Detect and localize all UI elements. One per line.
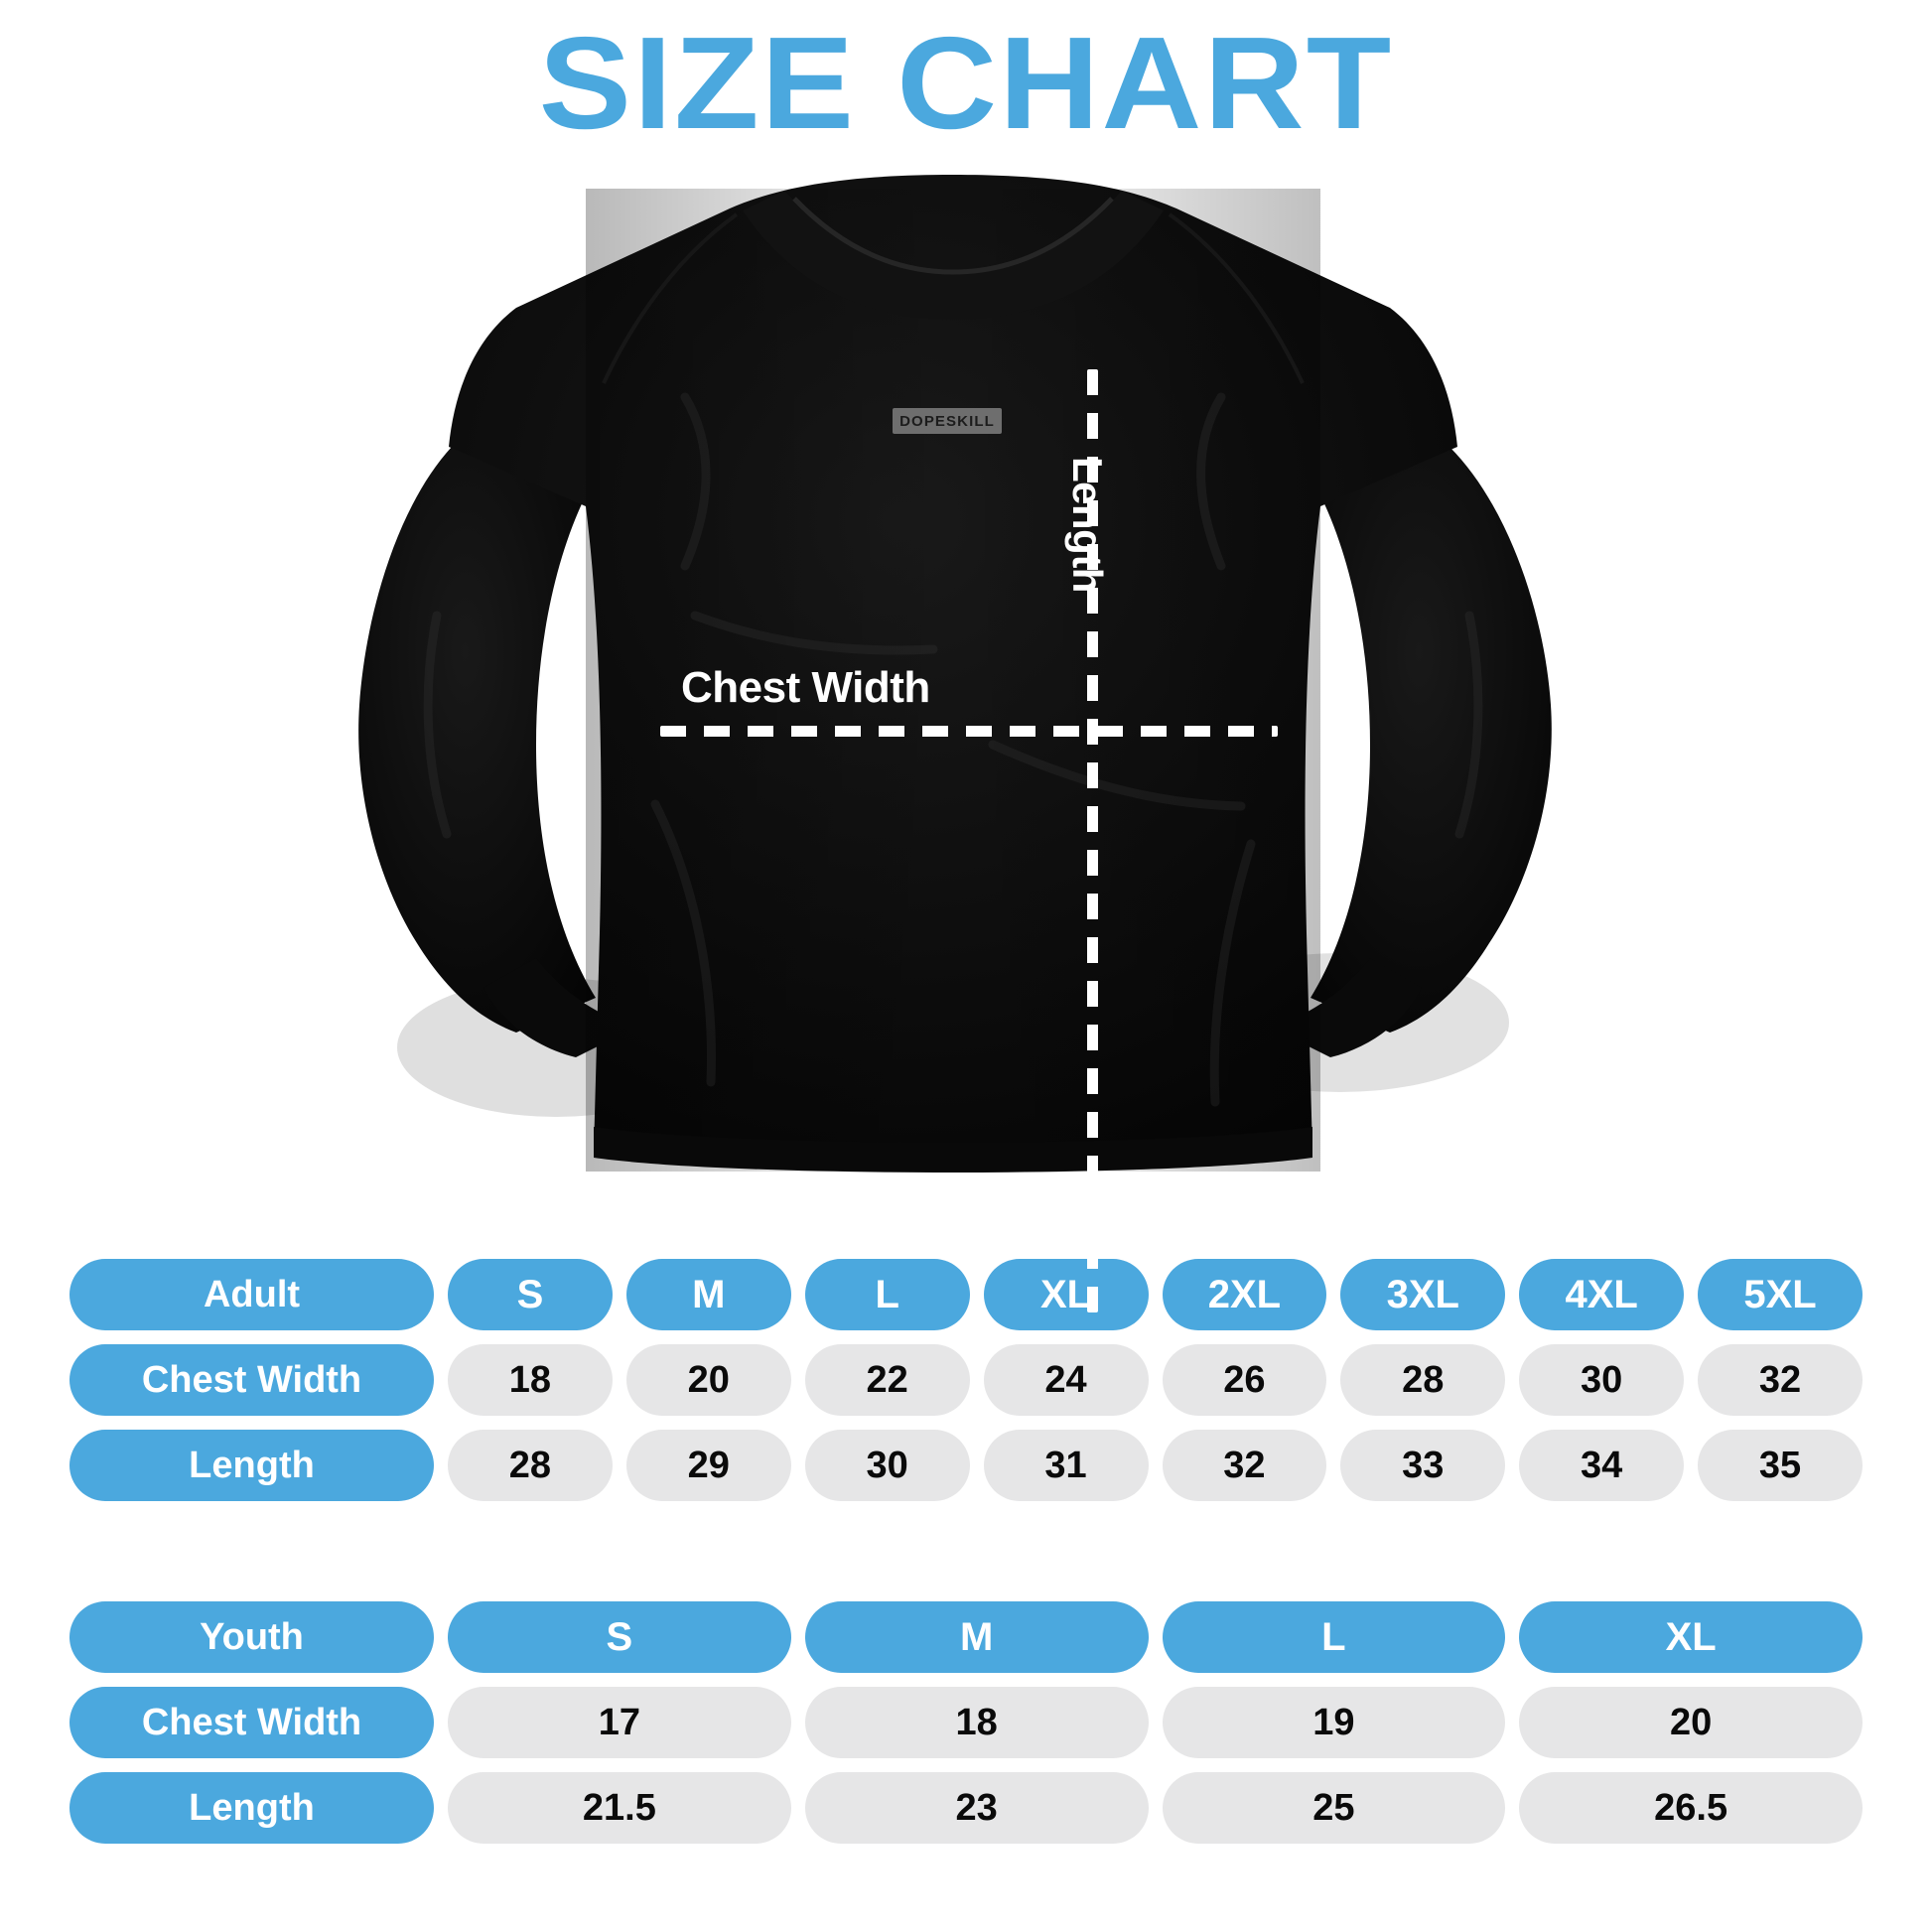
table-cell: 17 bbox=[448, 1687, 791, 1758]
adult-size-table: Adult S M L XL 2XL 3XL 4XL 5XL Chest Wid… bbox=[69, 1259, 1863, 1501]
youth-size-xl: XL bbox=[1519, 1601, 1863, 1673]
adult-header-row: Adult S M L XL 2XL 3XL 4XL 5XL bbox=[69, 1259, 1863, 1330]
collar bbox=[743, 191, 1164, 320]
table-cell: 26 bbox=[1162, 1344, 1327, 1416]
youth-chest-width-row: Chest Width 17 18 19 20 bbox=[69, 1687, 1863, 1758]
table-cell: 24 bbox=[983, 1344, 1149, 1416]
table-cell: 18 bbox=[448, 1344, 613, 1416]
adult-size-l: L bbox=[804, 1259, 970, 1330]
table-cell: 31 bbox=[983, 1430, 1149, 1501]
table-cell: 32 bbox=[1698, 1344, 1863, 1416]
length-annotation: Length bbox=[1064, 457, 1111, 593]
adult-chest-width-row: Chest Width 18 20 22 24 26 28 30 32 bbox=[69, 1344, 1863, 1416]
adult-size-xl: XL bbox=[983, 1259, 1149, 1330]
table-cell: 33 bbox=[1340, 1430, 1506, 1501]
table-cell: 22 bbox=[804, 1344, 970, 1416]
table-cell: 21.5 bbox=[448, 1772, 791, 1844]
table-cell: 32 bbox=[1162, 1430, 1327, 1501]
right-sleeve bbox=[1311, 447, 1552, 1033]
adult-table-title: Adult bbox=[69, 1259, 434, 1330]
table-cell: 34 bbox=[1519, 1430, 1685, 1501]
adult-size-m: M bbox=[625, 1259, 791, 1330]
long-sleeve-shirt-illustration bbox=[358, 175, 1552, 1173]
table-cell: 25 bbox=[1162, 1772, 1506, 1844]
length-dashed-line bbox=[1087, 369, 1098, 1312]
youth-size-m: M bbox=[804, 1601, 1149, 1673]
adult-size-4xl: 4XL bbox=[1519, 1259, 1685, 1330]
youth-size-table: Youth S M L XL Chest Width 17 18 19 20 L… bbox=[69, 1601, 1863, 1844]
table-cell: 20 bbox=[625, 1344, 791, 1416]
youth-table-title: Youth bbox=[69, 1601, 434, 1673]
neck-brand-label: DOPESKILL bbox=[893, 408, 1002, 434]
adult-size-5xl: 5XL bbox=[1698, 1259, 1863, 1330]
page-title: SIZE CHART bbox=[538, 10, 1394, 156]
table-cell: 28 bbox=[1340, 1344, 1506, 1416]
collar-seam bbox=[792, 197, 1114, 275]
table-cell: 26.5 bbox=[1519, 1772, 1863, 1844]
table-cell: 30 bbox=[804, 1430, 970, 1501]
table-cell: 28 bbox=[448, 1430, 613, 1501]
adult-length-row: Length 28 29 30 31 32 33 34 35 bbox=[69, 1430, 1863, 1501]
adult-size-s: S bbox=[448, 1259, 613, 1330]
chest-width-annotation: Chest Width bbox=[681, 663, 930, 712]
youth-chest-width-label: Chest Width bbox=[69, 1687, 434, 1758]
table-cell: 35 bbox=[1698, 1430, 1863, 1501]
table-cell: 30 bbox=[1519, 1344, 1685, 1416]
youth-length-row: Length 21.5 23 25 26.5 bbox=[69, 1772, 1863, 1844]
left-sleeve bbox=[358, 447, 596, 1033]
adult-chest-width-label: Chest Width bbox=[69, 1344, 434, 1416]
table-cell: 23 bbox=[804, 1772, 1149, 1844]
table-cell: 19 bbox=[1162, 1687, 1506, 1758]
table-cell: 18 bbox=[804, 1687, 1149, 1758]
table-cell: 20 bbox=[1519, 1687, 1863, 1758]
adult-size-3xl: 3XL bbox=[1340, 1259, 1506, 1330]
bottom-hem bbox=[594, 1127, 1312, 1173]
adult-size-2xl: 2XL bbox=[1162, 1259, 1327, 1330]
youth-length-label: Length bbox=[69, 1772, 434, 1844]
table-cell: 29 bbox=[625, 1430, 791, 1501]
adult-length-label: Length bbox=[69, 1430, 434, 1501]
garment-mockup: DOPESKILL Chest Width Length bbox=[0, 149, 1932, 1312]
chest-width-dashed-line bbox=[660, 726, 1278, 737]
youth-header-row: Youth S M L XL bbox=[69, 1601, 1863, 1673]
youth-size-l: L bbox=[1162, 1601, 1506, 1673]
youth-size-s: S bbox=[448, 1601, 791, 1673]
